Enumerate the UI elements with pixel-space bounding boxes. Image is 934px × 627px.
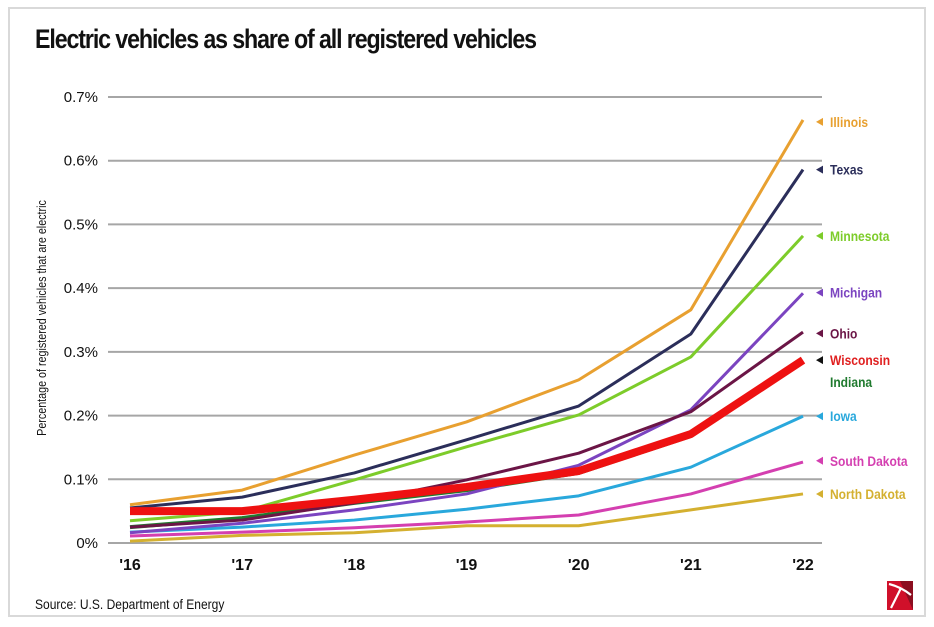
x-tick-label: '21 bbox=[680, 557, 702, 574]
series-label-minnesota: Minnesota bbox=[830, 228, 890, 244]
chart-frame bbox=[8, 7, 926, 617]
series-label-iowa: Iowa bbox=[830, 408, 857, 424]
series-label-indiana: Indiana bbox=[830, 374, 873, 390]
series-label-wisconsin: Wisconsin bbox=[830, 352, 890, 368]
series-line-south-dakota bbox=[129, 460, 804, 538]
label-pointer-icon bbox=[816, 412, 823, 421]
y-tick-label: 0.3% bbox=[64, 344, 98, 361]
series-line-michigan bbox=[129, 292, 805, 535]
series-line-ohio bbox=[129, 330, 804, 529]
series-label-north-dakota: North Dakota bbox=[830, 486, 906, 502]
gridlines bbox=[108, 96, 822, 544]
x-tick-label: '18 bbox=[344, 557, 366, 574]
y-axis-ticks: 0% 0.1% 0.2% 0.3% 0.4% 0.5% 0.6% 0.7% bbox=[64, 89, 98, 552]
label-pointer-icon bbox=[816, 231, 823, 240]
x-tick-label: '20 bbox=[568, 557, 590, 574]
chart-title: Electric vehicles as share of all regist… bbox=[35, 24, 537, 54]
x-axis-ticks: '16 '17 '18 '19 '20 '21 '22 bbox=[119, 557, 814, 574]
series-labels: Illinois Texas Minnesota Michigan Ohio Wiscon… bbox=[816, 114, 908, 502]
series-line-texas bbox=[129, 168, 805, 510]
series-line-illinois bbox=[129, 119, 805, 507]
series-line-minnesota bbox=[129, 234, 805, 523]
y-tick-label: 0.1% bbox=[64, 471, 98, 488]
y-tick-label: 0.6% bbox=[64, 153, 98, 170]
series-label-texas: Texas bbox=[830, 162, 863, 178]
label-pointer-icon bbox=[816, 356, 823, 365]
series-line-north-dakota bbox=[129, 492, 804, 543]
x-tick-label: '19 bbox=[456, 557, 478, 574]
label-pointer-icon bbox=[816, 165, 823, 174]
series-label-ohio: Ohio bbox=[830, 326, 857, 342]
label-pointer-icon bbox=[816, 489, 823, 498]
y-tick-label: 0% bbox=[76, 535, 98, 552]
y-tick-label: 0.7% bbox=[64, 89, 98, 106]
y-tick-label: 0.2% bbox=[64, 408, 98, 425]
label-pointer-icon bbox=[816, 329, 823, 338]
series-line-iowa bbox=[129, 414, 804, 534]
y-tick-label: 0.4% bbox=[64, 280, 98, 297]
series-line-indiana bbox=[129, 359, 805, 530]
series-label-illinois: Illinois bbox=[830, 114, 868, 130]
y-axis-label: Percentage of registered vehicles that a… bbox=[35, 200, 49, 436]
y-tick-label: 0.5% bbox=[64, 216, 98, 233]
series-line-wisconsin bbox=[130, 356, 806, 516]
series-label-south-dakota: South Dakota bbox=[830, 453, 908, 469]
publisher-logo-icon bbox=[887, 581, 913, 610]
series-label-michigan: Michigan bbox=[830, 285, 882, 301]
x-tick-label: '17 bbox=[231, 557, 253, 574]
x-tick-label: '22 bbox=[792, 557, 814, 574]
label-pointer-icon bbox=[816, 288, 823, 297]
label-pointer-icon bbox=[816, 117, 823, 126]
label-pointer-icon bbox=[816, 456, 823, 465]
series-lines bbox=[129, 119, 806, 543]
x-tick-label: '16 bbox=[119, 557, 141, 574]
source-note: Source: U.S. Department of Energy bbox=[35, 596, 225, 612]
